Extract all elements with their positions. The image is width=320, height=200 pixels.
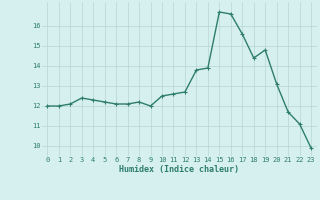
X-axis label: Humidex (Indice chaleur): Humidex (Indice chaleur) — [119, 165, 239, 174]
